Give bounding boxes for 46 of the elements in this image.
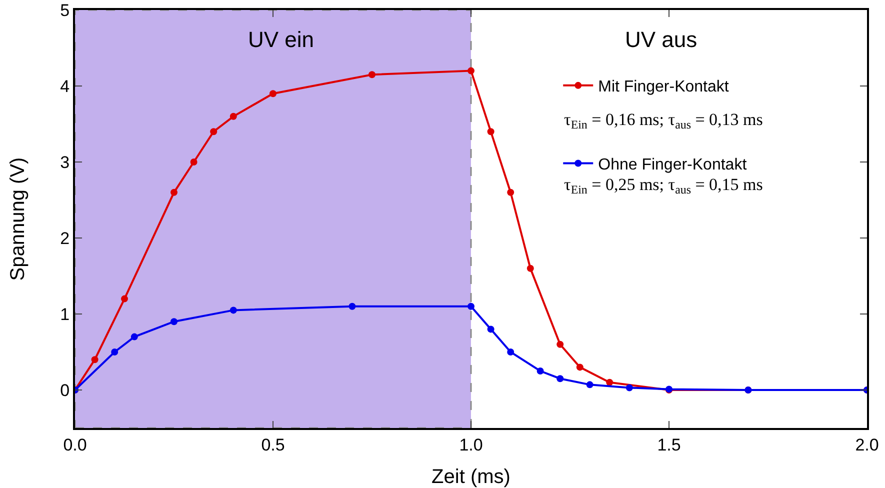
annotation: τ$_{Ein}$ = 0,25 ms; τ$_{aus}$ = 0,15 ms (564, 175, 763, 197)
x-tick-label: 0.5 (261, 435, 285, 454)
point (576, 364, 584, 371)
legend-label: Mit Finger-Kontakt (598, 78, 730, 96)
point (487, 128, 494, 136)
x-tick-label: 0.0 (63, 435, 87, 454)
point (130, 333, 138, 340)
y-tick-label: 3 (60, 152, 70, 172)
point (556, 340, 564, 348)
point (626, 384, 633, 392)
legend-label: Ohne Finger-Kontakt (598, 156, 748, 174)
point (230, 306, 237, 314)
y-axis-title: Spannung (V) (7, 157, 29, 281)
annotation: UV ein (248, 27, 314, 52)
point (170, 188, 178, 196)
point (348, 302, 356, 310)
point (468, 67, 474, 74)
y-tick-label: 0 (60, 380, 70, 400)
x-tick-label: 1.5 (657, 435, 681, 454)
point (111, 348, 118, 356)
point (230, 112, 237, 120)
point (586, 381, 594, 388)
x-tick-label: 1.0 (459, 435, 483, 454)
annotation: τ$_{Ein}$ = 0,16 ms; τ$_{aus}$ = 0,13 ms (564, 110, 763, 132)
point (190, 158, 198, 166)
point (170, 318, 178, 326)
x-axis-title: Zeit (ms) (432, 466, 510, 488)
point (121, 295, 128, 302)
point (556, 375, 564, 382)
point (487, 326, 494, 333)
point (368, 71, 376, 78)
point (606, 378, 614, 386)
annotation: UV aus (625, 27, 698, 52)
point (536, 368, 544, 374)
point (210, 128, 218, 136)
point (526, 264, 534, 272)
point (270, 90, 276, 98)
point (507, 348, 514, 356)
point (468, 302, 474, 310)
y-tick-label: 5 (60, 0, 70, 20)
y-tick-label: 1 (60, 304, 70, 324)
x-tick-label: 2.0 (855, 435, 879, 454)
point (91, 356, 98, 364)
y-tick-label: 4 (60, 76, 70, 96)
point (507, 188, 514, 196)
y-tick-label: 2 (60, 228, 70, 248)
